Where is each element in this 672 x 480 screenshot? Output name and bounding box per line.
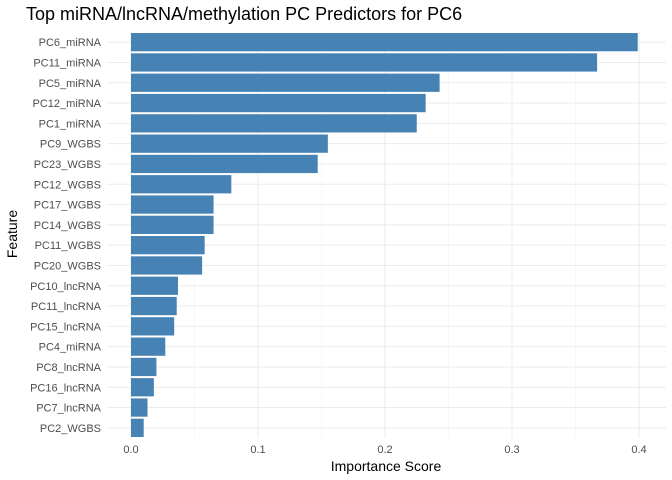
- y-tick-label: PC4_miRNA: [39, 342, 102, 354]
- bar-PC8_lncRNA: [131, 357, 157, 377]
- y-tick-label: PC6_miRNA: [39, 37, 102, 49]
- y-tick-label: PC16_lncRNA: [30, 382, 102, 394]
- bar-PC12_miRNA: [131, 93, 426, 113]
- grid-lines: [107, 32, 666, 438]
- y-tick-label: PC2_WGBS: [40, 423, 101, 435]
- y-tick-label: PC23_WGBS: [34, 159, 101, 171]
- bar-PC12_WGBS: [131, 175, 232, 194]
- bar-PC1_miRNA: [131, 114, 417, 133]
- y-tick-label: PC11_WGBS: [35, 240, 101, 252]
- bar-PC17_WGBS: [131, 195, 214, 214]
- y-tick-label: PC12_miRNA: [33, 98, 102, 110]
- bar-PC20_WGBS: [131, 256, 203, 275]
- y-tick-label: PC12_WGBS: [34, 179, 101, 191]
- bar-PC11_WGBS: [131, 236, 205, 255]
- bar-PC14_WGBS: [131, 215, 214, 234]
- bar-PC6_miRNA: [131, 33, 638, 52]
- chart-title: Top miRNA/lncRNA/methylation PC Predicto…: [26, 4, 462, 24]
- bar-PC11_miRNA: [131, 53, 598, 72]
- x-tick-label: 0.0: [123, 444, 138, 456]
- y-tick-labels: PC6_miRNA PC11_miRNA PC5_miRNA PC12_miRNA PC…: [30, 37, 102, 435]
- bar-PC15_lncRNA: [131, 317, 175, 336]
- y-axis-title: Feature: [4, 210, 20, 258]
- y-tick-label: PC14_WGBS: [34, 220, 101, 232]
- y-tick-label: PC11_miRNA: [33, 57, 101, 69]
- y-tick-label: PC7_lncRNA: [36, 403, 101, 415]
- y-tick-label: PC10_lncRNA: [30, 281, 102, 293]
- bar-PC23_WGBS: [131, 154, 318, 174]
- bar-PC16_lncRNA: [131, 378, 154, 397]
- bar-PC9_WGBS: [131, 134, 328, 153]
- y-tick-label: PC20_WGBS: [34, 260, 101, 272]
- x-axis-title: Importance Score: [331, 458, 442, 474]
- bar-PC2_WGBS: [131, 418, 144, 437]
- bar-PC5_miRNA: [131, 73, 440, 92]
- bar-PC11_lncRNA: [131, 296, 177, 316]
- x-tick-label: 0.1: [250, 444, 265, 456]
- x-tick-label: 0.4: [631, 444, 646, 456]
- x-tick-label: 0.3: [504, 444, 519, 456]
- x-tick-labels: 0.0 0.1 0.2 0.3 0.4: [123, 444, 646, 456]
- y-tick-label: PC1_miRNA: [39, 118, 102, 130]
- bar-PC7_lncRNA: [131, 398, 148, 417]
- bar-PC4_miRNA: [131, 337, 166, 356]
- y-tick-label: PC11_lncRNA: [31, 301, 102, 313]
- y-tick-label: PC5_miRNA: [39, 78, 102, 90]
- y-tick-label: PC8_lncRNA: [36, 362, 101, 374]
- y-tick-label: PC17_WGBS: [34, 200, 101, 212]
- bar-PC10_lncRNA: [131, 276, 178, 295]
- y-tick-label: PC9_WGBS: [40, 139, 101, 151]
- x-tick-label: 0.2: [377, 444, 392, 456]
- y-tick-label: PC15_lncRNA: [30, 321, 102, 333]
- bars-group: [131, 33, 638, 437]
